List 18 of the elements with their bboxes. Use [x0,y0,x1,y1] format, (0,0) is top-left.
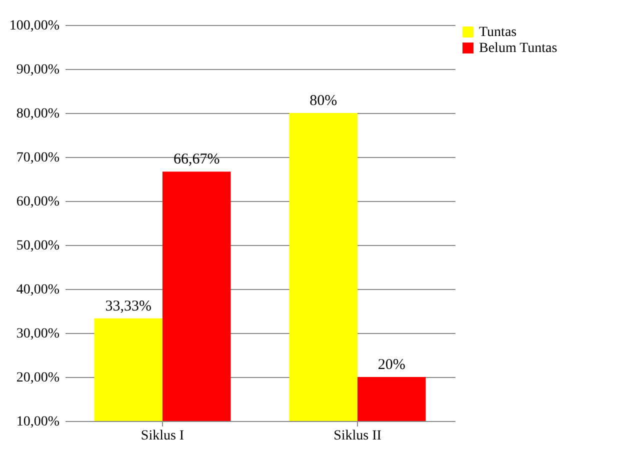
y-tick-label: 30,00% [16,326,60,342]
y-tick-label: 70,00% [16,150,60,166]
data-label: 20% [378,357,406,373]
y-tick-label: 100,00% [9,18,60,34]
legend-label: Tuntas [479,25,517,40]
y-tick-label: 90,00% [16,62,60,78]
y-tick-label: 20,00% [16,370,60,386]
y-tick-label: 80,00% [16,106,60,122]
x-tick-label: Siklus I [140,428,184,444]
y-tick-label: 50,00% [16,238,60,254]
data-label: 33,33% [105,298,152,314]
legend-label: Belum Tuntas [479,41,558,56]
data-label: 80% [310,93,338,109]
x-tick-label: Siklus II [334,428,382,444]
data-label: 66,67% [174,152,220,168]
y-tick-label: 10,00% [16,414,60,430]
y-tick-label: 40,00% [16,282,60,298]
y-tick-label: 60,00% [16,194,60,210]
